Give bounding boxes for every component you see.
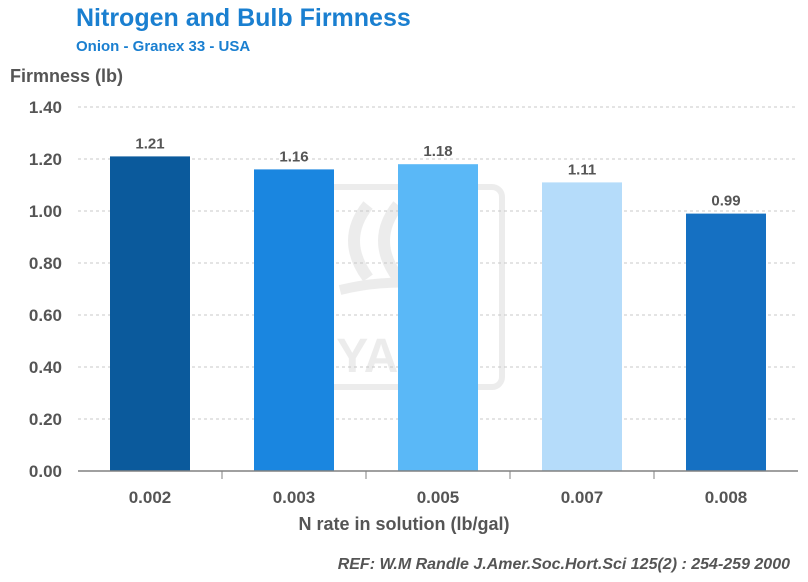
bar-0.002 — [110, 156, 190, 471]
data-labels-group: 1.21 1.16 1.18 1.11 0.99 — [135, 135, 740, 209]
y-tick-label: 0.60 — [29, 306, 62, 325]
data-label: 1.18 — [423, 143, 452, 160]
data-label: 1.21 — [135, 135, 164, 152]
y-tick-label: 0.20 — [29, 410, 62, 429]
data-label: 0.99 — [711, 193, 740, 210]
x-ticks-group: 0.002 0.003 0.005 0.007 0.008 — [129, 471, 748, 507]
bar-0.007 — [542, 182, 622, 471]
y-tick-label: 0.80 — [29, 254, 62, 273]
bar-0.005 — [398, 164, 478, 471]
y-axis-label: Firmness (lb) — [10, 66, 124, 86]
data-label: 1.11 — [568, 161, 596, 178]
chart-subtitle: Onion - Granex 33 - USA — [76, 38, 251, 55]
bars-group — [110, 156, 766, 471]
y-tick-label: 1.20 — [29, 150, 62, 169]
x-tick-label: 0.003 — [273, 488, 316, 507]
bar-0.003 — [254, 169, 334, 471]
chart-title: Nitrogen and Bulb Firmness — [76, 4, 411, 32]
x-axis-label: N rate in solution (lb/gal) — [298, 514, 510, 534]
x-tick-label: 0.002 — [129, 488, 172, 507]
y-tick-label: 1.40 — [29, 98, 62, 117]
y-tick-label: 0.00 — [29, 462, 62, 481]
reference-citation: REF: W.M Randle J.Amer.Soc.Hort.Sci 125(… — [337, 556, 790, 573]
y-tick-label: 1.00 — [29, 202, 62, 221]
y-ticks-group: 0.00 0.20 0.40 0.60 0.80 1.00 1.20 1.40 — [29, 98, 62, 481]
y-tick-label: 0.40 — [29, 358, 62, 377]
x-tick-label: 0.008 — [705, 488, 748, 507]
bar-0.008 — [686, 213, 766, 471]
x-tick-label: 0.007 — [561, 488, 604, 507]
x-tick-label: 0.005 — [417, 488, 460, 507]
data-label: 1.16 — [279, 148, 308, 165]
